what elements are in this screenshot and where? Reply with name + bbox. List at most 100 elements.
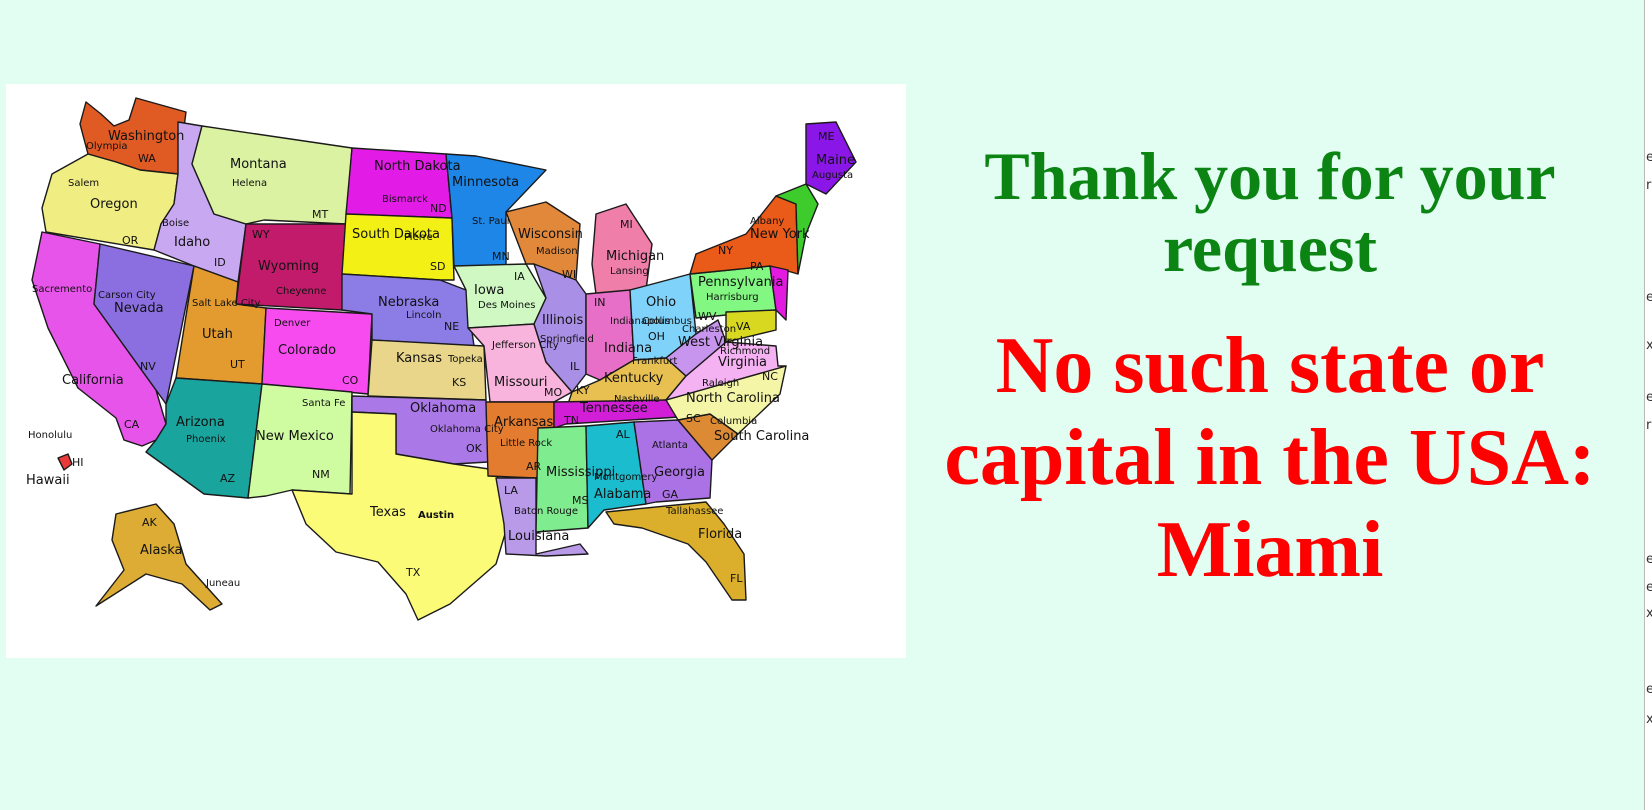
state-cap-label-nc: Raleigh xyxy=(702,378,739,389)
state-name-label-fl: Florida xyxy=(698,527,742,542)
state-name-label-mi: Michigan xyxy=(606,249,664,264)
state-abbr-label-ks: KS xyxy=(452,376,466,389)
state-cap-label-sd: Pierre xyxy=(404,232,433,243)
state-name-label-wv: West Virginia xyxy=(678,335,763,350)
state-abbr-label-ia: IA xyxy=(514,270,525,283)
state-shape-hi xyxy=(57,453,73,471)
state-cap-label-mt: Helena xyxy=(232,178,267,189)
state-name-label-mo: Missouri xyxy=(494,375,548,390)
state-abbr-label-wy: WY xyxy=(252,228,270,241)
state-name-label-or: Oregon xyxy=(90,197,138,212)
state-cap-label-wi: Madison xyxy=(536,246,578,257)
state-abbr-label-pa: PA xyxy=(750,260,764,273)
state-cap-label-va: Richmond xyxy=(720,346,770,357)
state-cap-label-wv: Charleston xyxy=(682,324,736,335)
state-cap-label-ky: Frankfurt xyxy=(632,356,677,367)
state-cap-label-hi: Honolulu xyxy=(28,430,72,441)
state-name-label-mn: Minnesota xyxy=(452,175,519,190)
state-name-label-pa: Pennsylvania xyxy=(698,275,783,290)
state-cap-label-ny: Albany xyxy=(750,216,784,227)
state-abbr-label-il: IL xyxy=(570,360,580,373)
adjacent-window-edge xyxy=(1644,0,1652,810)
state-shape-ks xyxy=(367,339,487,401)
edge-glyph: x xyxy=(1646,712,1652,727)
state-cap-label-mo: Jefferson City xyxy=(491,340,559,351)
edge-glyph: e xyxy=(1646,290,1652,305)
state-name-label-la: Louisiana xyxy=(508,529,569,544)
thank-you-heading: Thank you for your request xyxy=(984,138,1556,286)
state-abbr-label-sc: SC xyxy=(686,412,701,425)
state-abbr-label-mo: MO xyxy=(544,386,562,399)
state-name-label-sd: South Dakota xyxy=(352,227,440,242)
state-abbr-label-la: LA xyxy=(504,484,518,497)
state-name-label-tn: Tennessee xyxy=(579,401,648,416)
state-abbr-label-az: AZ xyxy=(220,472,236,485)
state-cap-label-ok: Oklahoma City xyxy=(430,424,504,435)
state-name-label-oh: Ohio xyxy=(646,295,676,310)
state-abbr-label-mt: MT xyxy=(312,208,328,221)
state-name-label-ak: Alaska xyxy=(140,543,183,558)
state-name-label-al: Alabama xyxy=(594,487,651,502)
state-name-label-nd: North Dakota xyxy=(374,159,461,174)
state-abbr-label-fl: FL xyxy=(730,572,743,585)
state-cap-label-in: Indianapolis xyxy=(610,316,670,327)
state-cap-label-tn: Nashville xyxy=(614,394,660,405)
state-cap-label-ga: Atlanta xyxy=(652,440,688,451)
state-shape-al xyxy=(585,421,647,529)
state-name-label-nc: North Carolina xyxy=(686,391,780,406)
state-cap-label-mi: Lansing xyxy=(610,266,649,277)
state-shape-mn xyxy=(445,153,547,267)
state-cap-label-sc: Columbia xyxy=(710,416,757,427)
state-abbr-label-al: AL xyxy=(616,428,631,441)
state-abbr-label-ne: NE xyxy=(444,320,459,333)
state-abbr-label-nc: NC xyxy=(762,370,778,383)
state-cap-label-mn: St. Paul xyxy=(472,216,509,227)
us-map-svg: Washington WA Olympia Oregon OR Salem Californ… xyxy=(26,97,857,621)
state-cap-label-tx: Austin xyxy=(418,510,454,521)
state-shape-sd xyxy=(341,213,455,281)
state-name-label-me: Maine xyxy=(816,153,855,168)
state-shape-me xyxy=(805,121,857,195)
state-name-label-va: Virginia xyxy=(718,355,767,370)
state-shape-md xyxy=(725,309,777,343)
state-cap-label-nd: Bismarck xyxy=(382,194,428,205)
state-name-label-wa: Washington xyxy=(108,129,184,144)
state-name-label-ks: Kansas xyxy=(396,351,442,366)
edge-glyph: x xyxy=(1646,606,1652,621)
edge-glyph: e xyxy=(1646,150,1652,165)
state-cap-label-az: Phoenix xyxy=(186,434,226,445)
state-name-label-ny: New York xyxy=(750,227,810,242)
state-name-label-ar: Arkansas xyxy=(494,415,553,430)
state-name-label-wy: Wyoming xyxy=(258,259,319,274)
state-cap-label-pa: Harrisburg xyxy=(706,292,759,303)
state-name-label-hi: Hawaii xyxy=(26,473,70,488)
state-name-label-ia: Iowa xyxy=(474,283,504,298)
state-abbr-label-tn: TN xyxy=(563,414,579,427)
state-cap-label-ut: Salt Lake City xyxy=(192,298,261,309)
state-name-label-mt: Montana xyxy=(230,157,287,172)
state-cap-label-id: Boise xyxy=(162,218,189,229)
edge-glyph: e xyxy=(1646,580,1652,595)
edge-glyph: r xyxy=(1646,418,1652,433)
state-shape-nj xyxy=(769,265,789,321)
state-abbr-label-tx: TX xyxy=(405,566,421,579)
state-abbr-label-wv: WV xyxy=(698,310,717,323)
state-name-label-ga: Georgia xyxy=(654,465,705,480)
us-states-map: Washington WA Olympia Oregon OR Salem Californ… xyxy=(6,84,906,658)
state-name-label-wi: Wisconsin xyxy=(518,227,583,242)
state-cap-label-la: Baton Rouge xyxy=(514,506,578,517)
state-abbr-label-nm: NM xyxy=(312,468,330,481)
state-abbr-label-ca: CA xyxy=(124,418,140,431)
state-abbr-label-ut: UT xyxy=(230,358,245,371)
state-cap-label-wa: Olympia xyxy=(86,141,128,152)
state-name-label-sc: South Carolina xyxy=(714,429,809,444)
state-name-label-nm: New Mexico xyxy=(256,429,334,444)
state-abbr-label-hi: HI xyxy=(72,456,84,469)
edge-glyph: x xyxy=(1646,338,1652,353)
state-abbr-label-mn: MN xyxy=(492,250,510,263)
state-name-label-ca: California xyxy=(62,373,124,388)
state-abbr-label-ok: OK xyxy=(466,442,483,455)
result-message: Thank you for your request No such state… xyxy=(930,140,1610,596)
state-cap-label-nv: Carson City xyxy=(98,290,156,301)
state-name-label-id: Idaho xyxy=(174,235,210,250)
